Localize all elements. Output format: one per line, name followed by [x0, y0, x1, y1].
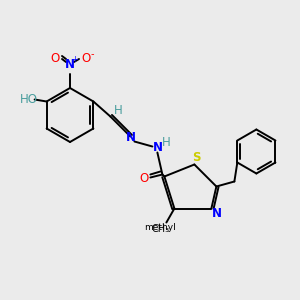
Text: O: O: [81, 52, 91, 64]
Text: O: O: [50, 52, 60, 64]
Text: methyl: methyl: [145, 223, 176, 232]
Text: N: N: [125, 131, 135, 144]
Text: N: N: [65, 58, 75, 70]
Text: S: S: [192, 151, 201, 164]
Text: H: H: [162, 136, 171, 149]
Text: N: N: [152, 141, 162, 154]
Text: N: N: [212, 207, 221, 220]
Text: +: +: [71, 56, 78, 64]
Text: O: O: [140, 172, 149, 185]
Text: H: H: [114, 104, 123, 117]
Text: -: -: [90, 49, 94, 59]
Text: HO: HO: [20, 93, 38, 106]
Text: CH₃: CH₃: [151, 224, 169, 233]
